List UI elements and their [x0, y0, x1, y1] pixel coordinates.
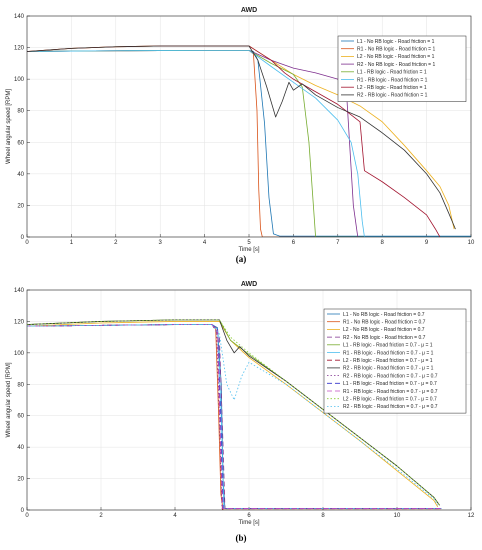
x-tick-label: 2	[99, 513, 103, 519]
series-group	[27, 45, 471, 237]
y-tick-label: 100	[14, 351, 25, 357]
legend-entry: R1 - RB logic - Road friction = 0.7 - μ …	[343, 389, 438, 395]
x-tick-label: 10	[468, 240, 475, 246]
y-tick-label: 0	[21, 235, 25, 241]
chart-title: AWD	[241, 7, 257, 14]
y-tick-label: 120	[14, 46, 25, 52]
legend: L1 - No RB logic - Road friction = 1 R1 -…	[337, 35, 467, 102]
series-line-12	[27, 319, 440, 506]
legend-entry: R2 - RB logic - Road friction = 0.7 - μ …	[343, 366, 434, 372]
x-tick-label: 10	[394, 513, 401, 519]
legend-entry: R1 - RB logic - Road friction = 0.7 - μ …	[343, 350, 434, 356]
axes-frame	[26, 289, 472, 511]
series-line-3	[27, 321, 439, 508]
y-tick-label: 60	[17, 414, 24, 420]
legend-entry: L1 - RB logic - Road friction = 0.7 - μ …	[343, 381, 437, 387]
x-tick-label: 2	[114, 240, 118, 246]
series-line-8	[27, 45, 456, 230]
x-tick-label: 8	[321, 513, 325, 519]
legend-entry: L2 - No RB logic - Road friction = 1	[357, 54, 435, 60]
legend-entry: R2 - RB logic - Road friction = 0.7 - μ …	[343, 373, 438, 379]
y-tick-label: 80	[17, 382, 24, 388]
panel-caption: (b)	[236, 533, 247, 543]
legend: L1 - No RB logic - Road friction = 0.7 R1…	[323, 308, 467, 414]
x-tick-label: 9	[425, 240, 429, 246]
y-tick-label: 40	[17, 445, 24, 451]
y-tick-label: 80	[17, 109, 24, 115]
y-tick-label: 60	[17, 140, 24, 146]
legend-box	[323, 308, 467, 414]
axes-frame	[26, 15, 472, 238]
series-line-6	[27, 50, 471, 237]
y-axis-label: Wheel angular speed [RPM]	[6, 362, 12, 437]
x-tick-label: 1	[70, 240, 74, 246]
legend-entry: R2 - No RB logic - Road friction = 0.7	[343, 335, 426, 341]
legend-box	[337, 35, 467, 102]
y-tick-label: 0	[21, 508, 25, 514]
y-tick-label: 140	[14, 288, 25, 294]
y-axis-label: Wheel angular speed [RPM]	[6, 89, 12, 164]
legend-entry: R1 - RB logic - Road friction = 1	[357, 77, 428, 83]
legend-entry: R2 - RB logic - Road friction = 0.7 - μ …	[343, 404, 438, 410]
legend-entry: L2 - RB logic - Road friction = 1	[357, 85, 427, 91]
y-tick-label: 100	[14, 77, 25, 83]
series-line-13	[27, 324, 439, 506]
x-tick-label: 5	[247, 240, 251, 246]
y-tick-label: 140	[14, 14, 25, 20]
x-tick-label: 3	[159, 240, 163, 246]
x-tick-label: 7	[336, 240, 340, 246]
series-group	[27, 319, 442, 510]
legend-entry: L1 - No RB logic - Road friction = 1	[357, 39, 435, 45]
legend-entry: L1 - RB logic - Road friction = 1	[357, 70, 427, 76]
series-line-4	[27, 324, 442, 509]
panel-caption: (a)	[236, 254, 247, 264]
legend-entry: L2 - No RB logic - Road friction = 0.7	[343, 327, 425, 333]
series-line-10	[27, 324, 442, 509]
x-axis-label: Time [s]	[238, 247, 259, 253]
x-tick-label: 0	[25, 240, 29, 246]
legend-entry: R1 - No RB logic - Road friction = 1	[357, 47, 435, 53]
x-tick-label: 0	[25, 513, 29, 519]
legend-entry: L1 - No RB logic - Road friction = 0.7	[343, 312, 425, 318]
x-tick-label: 6	[247, 513, 251, 519]
legend-entry: L1 - RB logic - Road friction = 0.7 - μ …	[343, 343, 433, 349]
y-tick-label: 120	[14, 319, 25, 325]
legend-entry: R2 - No RB logic - Road friction = 1	[357, 62, 435, 68]
legend-entry: L2 - RB logic - Road friction = 0.7 - μ …	[343, 397, 437, 403]
x-tick-label: 6	[292, 240, 296, 246]
chart-title: AWD	[241, 281, 257, 288]
x-tick-label: 12	[468, 513, 475, 519]
y-tick-label: 20	[17, 203, 24, 209]
x-tick-label: 4	[173, 513, 177, 519]
legend-entry: R2 - RB logic - Road friction = 1	[357, 93, 428, 99]
x-tick-label: 4	[203, 240, 207, 246]
x-tick-label: 8	[381, 240, 385, 246]
legend-entry: R1 - No RB logic - Road friction = 0.7	[343, 320, 426, 326]
x-axis-label: Time [s]	[238, 520, 259, 526]
legend-entry: L2 - RB logic - Road friction = 0.7 - μ …	[343, 358, 433, 364]
y-tick-label: 40	[17, 172, 24, 178]
y-tick-label: 20	[17, 477, 24, 483]
